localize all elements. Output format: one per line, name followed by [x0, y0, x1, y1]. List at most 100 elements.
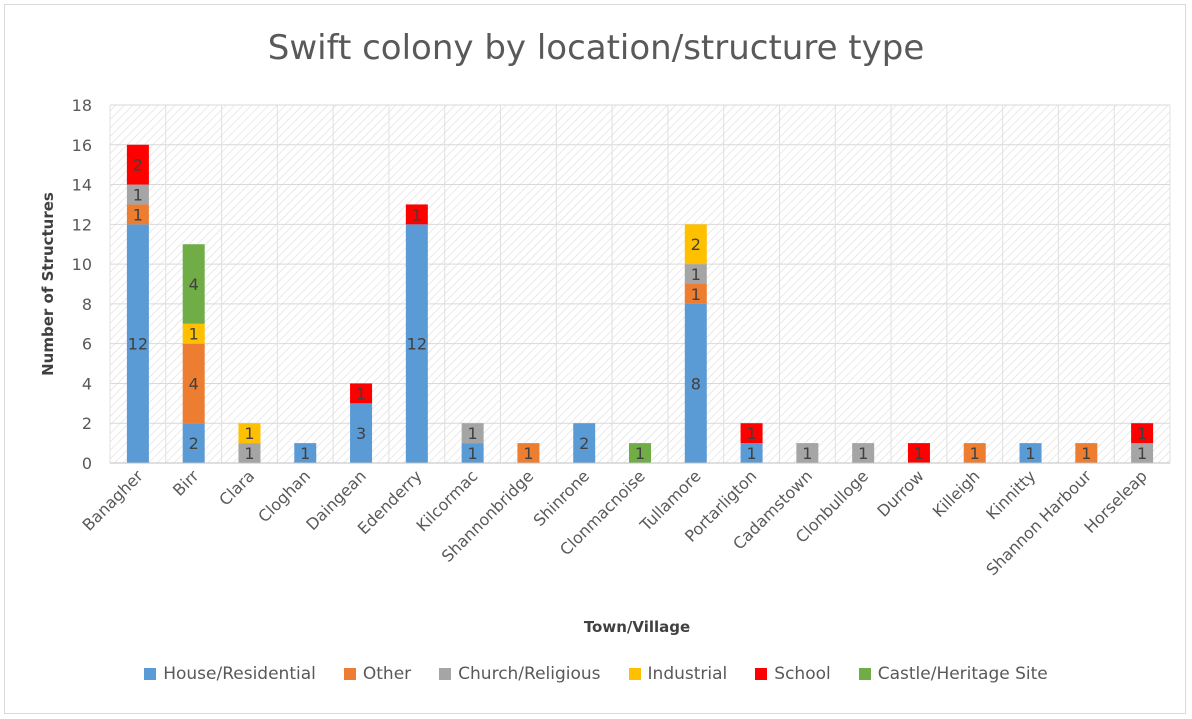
legend-item: School	[755, 664, 831, 684]
data-label: 2	[133, 156, 143, 175]
x-tick-label: Durrow	[873, 466, 927, 520]
data-label: 1	[468, 424, 478, 443]
bar-segment	[182, 423, 205, 463]
legend-item: Church/Religious	[439, 664, 601, 684]
bar-segment	[684, 264, 707, 284]
chart-title: Swift colony by location/structure type	[267, 28, 925, 68]
x-tick-label: Killeigh	[929, 466, 984, 521]
legend-swatch	[858, 668, 871, 680]
data-label: 2	[189, 434, 199, 453]
data-label: 1	[858, 444, 868, 463]
bar-segment	[126, 144, 149, 185]
data-label: 1	[746, 424, 756, 443]
x-tick-label: Clara	[215, 466, 258, 509]
bar-segment	[238, 443, 261, 463]
legend-item: Industrial	[628, 664, 728, 684]
bar-segment	[350, 383, 373, 404]
bar-segment	[573, 423, 596, 463]
data-label: 1	[523, 444, 533, 463]
y-tick-label: 16	[72, 136, 92, 155]
legend-swatch	[144, 668, 157, 680]
data-label: 1	[691, 285, 701, 304]
legend-swatch	[343, 668, 356, 680]
y-tick-label: 6	[82, 335, 92, 354]
bar-segment	[126, 224, 149, 463]
legend-swatch	[755, 668, 768, 680]
bar-segment	[684, 303, 707, 463]
bar-segment	[294, 443, 317, 463]
bar-segment	[126, 184, 149, 205]
data-label: 1	[412, 205, 422, 224]
y-tick-label: 14	[72, 176, 92, 195]
legend-item: Other	[343, 664, 412, 684]
data-label: 3	[356, 424, 366, 443]
legend-label: Church/Religious	[458, 664, 601, 684]
bar-segment	[684, 224, 707, 265]
y-tick-label: 12	[72, 215, 92, 234]
data-label: 1	[1137, 444, 1147, 463]
y-tick-label: 8	[82, 295, 92, 314]
y-tick-label: 4	[82, 374, 92, 393]
bar-segment	[684, 284, 707, 304]
bar-segment	[1131, 423, 1154, 444]
bar-segment	[405, 224, 428, 463]
y-tick-label: 2	[82, 414, 92, 433]
bar-segment	[238, 423, 261, 444]
bar-segment	[1019, 443, 1042, 463]
legend-item: House/Residential	[144, 664, 316, 684]
data-label: 1	[635, 444, 645, 463]
bar-segment	[907, 443, 930, 463]
y-tick-label: 0	[82, 454, 92, 473]
bar-segment	[740, 443, 763, 463]
bar-segment	[126, 204, 149, 225]
data-label: 1	[356, 384, 366, 403]
bar-segment	[852, 443, 875, 463]
data-label: 1	[189, 325, 199, 344]
legend-item: Castle/Heritage Site	[858, 664, 1048, 684]
bar-segment	[629, 443, 651, 463]
data-label: 1	[468, 444, 478, 463]
bar-segment	[1131, 443, 1154, 463]
data-label: 1	[133, 205, 143, 224]
legend-label: Castle/Heritage Site	[877, 664, 1048, 684]
data-label: 1	[970, 444, 980, 463]
bar-segment	[461, 423, 484, 444]
bar-segment	[350, 403, 373, 463]
data-label: 1	[300, 444, 310, 463]
data-label: 4	[189, 275, 199, 294]
data-label: 1	[133, 186, 143, 205]
legend-swatch	[628, 668, 641, 680]
bar-segment	[1075, 443, 1098, 463]
data-label: 2	[691, 235, 701, 254]
y-axis-title: Number of Structures	[39, 192, 57, 376]
data-label: 1	[802, 444, 812, 463]
bar-segment	[796, 443, 819, 463]
data-label: 1	[244, 444, 254, 463]
bar-segment	[182, 323, 205, 344]
legend-label: Other	[362, 664, 412, 684]
data-label: 1	[244, 424, 254, 443]
y-tick-label: 18	[72, 96, 92, 115]
bar-segment	[405, 204, 428, 225]
legend-label: School	[774, 664, 831, 684]
data-label: 8	[691, 374, 701, 393]
data-label: 2	[579, 434, 589, 453]
x-tick-label: Shannon Harbour	[982, 466, 1095, 579]
data-label: 4	[189, 374, 199, 393]
data-label: 1	[746, 444, 756, 463]
data-label: 12	[128, 335, 148, 354]
data-label: 1	[914, 444, 924, 463]
x-tick-label: Banagher	[79, 466, 147, 534]
bar-segment	[963, 443, 986, 463]
x-axis-title: Town/Village	[584, 618, 690, 636]
data-label: 1	[1025, 444, 1035, 463]
bar-segment	[461, 443, 484, 463]
legend-label: Industrial	[647, 664, 728, 684]
plot-area	[110, 105, 1170, 463]
data-label: 1	[691, 265, 701, 284]
data-label: 1	[1081, 444, 1091, 463]
chart-legend: House/Residential Other Church/Religious In…	[0, 664, 1192, 684]
data-label: 1	[1137, 424, 1147, 443]
bar-segment	[182, 244, 205, 324]
